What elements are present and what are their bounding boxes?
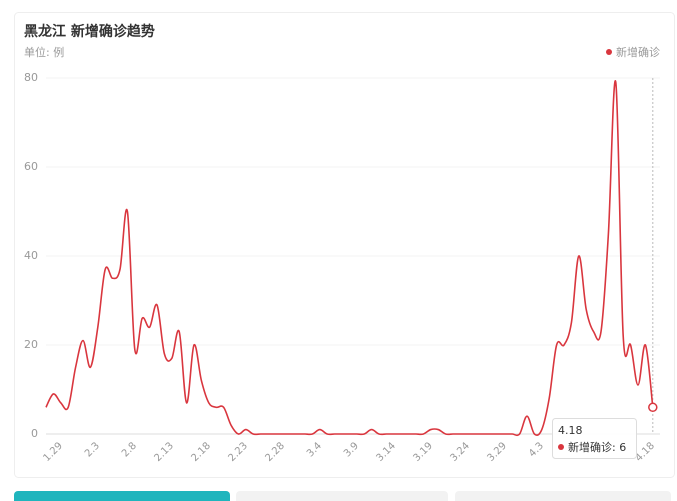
tooltip <box>552 418 637 459</box>
tab[interactable] <box>236 491 448 501</box>
chart-title: 黑龙江 新增确诊趋势 <box>24 23 155 40</box>
y-tick-label: 20 <box>24 338 38 351</box>
y-tick-label: 60 <box>24 160 38 173</box>
legend-marker <box>606 49 612 55</box>
tooltip-marker <box>558 444 564 450</box>
y-tick-label: 0 <box>31 427 38 440</box>
tab[interactable] <box>14 491 230 501</box>
tooltip-title: 4.18 <box>558 424 583 437</box>
tooltip-label: 新增确诊: 6 <box>568 440 626 454</box>
chart-subtitle: 单位: 例 <box>24 45 64 59</box>
legend-label: 新增确诊 <box>616 45 660 59</box>
tab[interactable] <box>455 491 671 501</box>
line <box>45 80 654 437</box>
card <box>14 12 675 478</box>
highlight-point <box>648 402 658 413</box>
y-tick-label: 80 <box>24 71 38 84</box>
y-tick-label: 40 <box>24 249 38 262</box>
